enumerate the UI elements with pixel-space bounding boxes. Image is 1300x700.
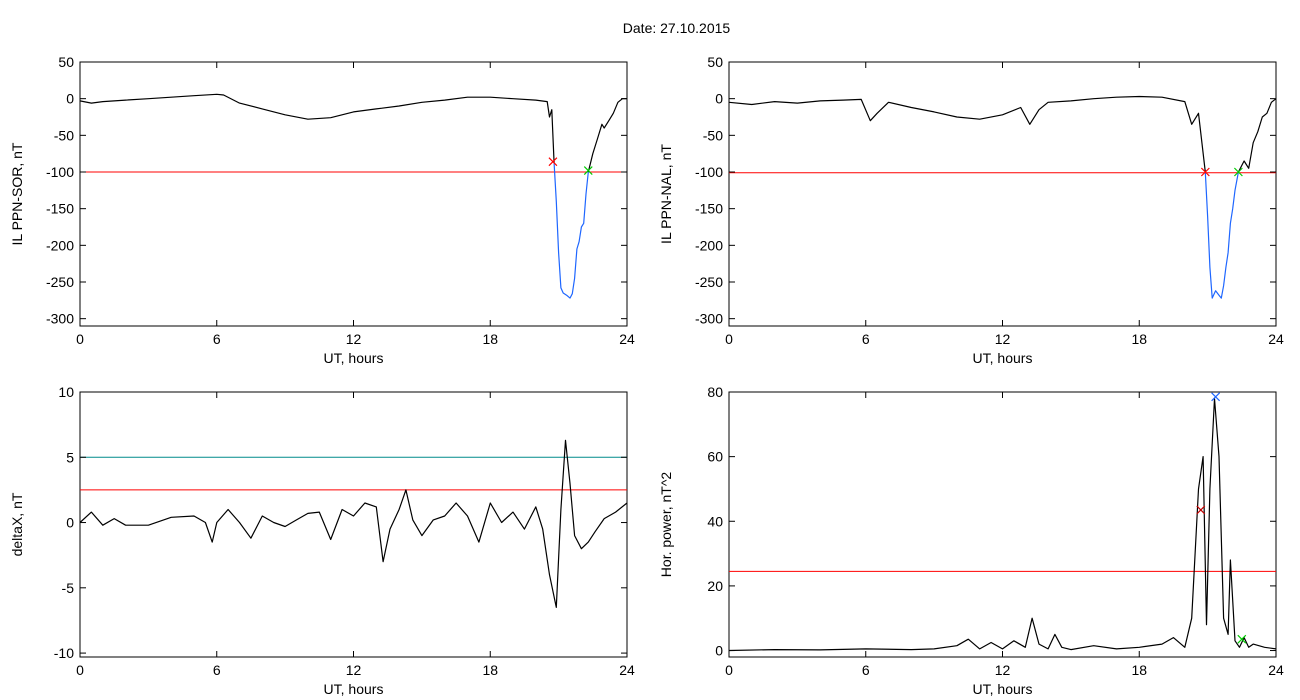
chart-3-x-axis-label: UT, hours — [324, 681, 384, 697]
chart-3-y-tick-label-m5: -5 — [62, 580, 75, 596]
chart-1-y-tick-label-m50: -50 — [54, 127, 74, 143]
chart-1-y-tick-label-m150: -150 — [46, 201, 74, 217]
chart-4-x-tick-label-0: 0 — [725, 662, 733, 678]
chart-2-y-tick-label-m50: -50 — [703, 127, 723, 143]
figure-title: Date: 27.10.2015 — [622, 20, 731, 36]
chart-4-y-tick-label-0: 0 — [715, 643, 723, 659]
chart-2-y-tick-label-0: 0 — [715, 91, 723, 107]
chart-2-x-axis-label: UT, hours — [973, 350, 1033, 366]
chart-3-y-tick-label-m10: -10 — [54, 645, 74, 661]
chart-panel-4: 0 6 12 18 24 80 60 40 20 0 UT, hours Hor. power, nT… — [658, 384, 1284, 697]
chart-4-y-tick-label-60: 60 — [707, 449, 723, 465]
chart-2-x-tick-label-24: 24 — [1268, 331, 1284, 347]
chart-2-marker-1-stroke-b — [1200, 167, 1210, 177]
chart-3-x-tick-label-0: 0 — [76, 662, 84, 678]
chart-1-y-tick-label-m100: -100 — [46, 164, 74, 180]
chart-4-x-axis-label: UT, hours — [973, 681, 1033, 697]
chart-4-marker-1-stroke-b — [1196, 505, 1206, 515]
chart-4-marker-3-stroke-b — [1237, 634, 1247, 644]
chart-1-series-3 — [587, 98, 627, 173]
chart-4-marker-2-stroke-b — [1211, 392, 1221, 402]
chart-panel-2: 0 6 12 18 24 50 0 -50 -100 -150 -200 -250 -300 UT, ho… — [658, 54, 1284, 366]
chart-2-y-tick-label-m300: -300 — [695, 311, 723, 327]
chart-1-marker-1-stroke-b — [548, 157, 558, 167]
chart-2-marker-2-stroke-b — [1233, 167, 1243, 177]
chart-1-marker-1 — [548, 157, 558, 167]
chart-3-x-tick-label-12: 12 — [346, 662, 362, 678]
chart-2-y-tick-label-m200: -200 — [695, 237, 723, 253]
chart-1-y-tick-label-0: 0 — [66, 91, 74, 107]
chart-3-y-tick-label-5: 5 — [66, 449, 74, 465]
chart-4-y-axis-label: Hor. power, nT^2 — [658, 472, 674, 578]
chart-2-y-tick-label-50: 50 — [707, 54, 723, 70]
chart-1-x-tick-label-0: 0 — [76, 331, 84, 347]
chart-2-x-tick-label-18: 18 — [1131, 331, 1147, 347]
chart-2-x-tick-label-0: 0 — [725, 331, 733, 347]
chart-2-y-tick-label-m250: -250 — [695, 274, 723, 290]
chart-4-x-tick-label-18: 18 — [1131, 662, 1147, 678]
chart-1-y-axis-label: IL PPN-SOR, nT — [9, 142, 25, 245]
chart-1-y-tick-label-50: 50 — [58, 54, 74, 70]
chart-1-x-tick-label-6: 6 — [213, 331, 221, 347]
chart-1-x-tick-label-18: 18 — [482, 331, 498, 347]
chart-2-x-tick-label-6: 6 — [862, 331, 870, 347]
chart-panel-1: 0 6 12 18 24 50 0 -50 -100 -150 -200 -250 -300 UT, ho… — [9, 54, 635, 366]
chart-4-x-tick-label-12: 12 — [995, 662, 1011, 678]
chart-3-y-tick-label-0: 0 — [66, 515, 74, 531]
chart-3-x-tick-label-6: 6 — [213, 662, 221, 678]
chart-2-y-axis-label: IL PPN-NAL, nT — [658, 144, 674, 244]
chart-4-series-1 — [728, 397, 1277, 652]
chart-4-x-tick-label-6: 6 — [862, 662, 870, 678]
chart-3-series-1 — [79, 439, 628, 609]
chart-1-marker-2 — [583, 166, 593, 175]
chart-panel-3: 0 6 12 18 24 10 5 0 -5 -10 UT, hours deltaX, nT — [9, 384, 635, 697]
chart-4-y-tick-label-80: 80 — [707, 384, 723, 400]
chart-1-series-2 — [553, 163, 589, 299]
chart-2-series-2 — [1204, 171, 1239, 299]
chart-2-y-tick-label-m150: -150 — [695, 201, 723, 217]
chart-2-x-tick-label-12: 12 — [995, 331, 1011, 347]
chart-4-plot-frame — [728, 391, 1277, 658]
chart-1-x-axis-label: UT, hours — [324, 350, 384, 366]
chart-3-y-tick-label-10: 10 — [58, 384, 74, 400]
chart-2-marker-1 — [1200, 167, 1210, 177]
chart-4-x-tick-label-24: 24 — [1268, 662, 1284, 678]
chart-3-plot-frame — [79, 391, 628, 658]
chart-2-marker-2 — [1233, 167, 1243, 177]
chart-3-x-tick-label-18: 18 — [482, 662, 498, 678]
chart-4-marker-3 — [1237, 634, 1247, 644]
chart-2-y-tick-label-m100: -100 — [695, 164, 723, 180]
chart-4-y-tick-label-40: 40 — [707, 513, 723, 529]
chart-2-series-3 — [1237, 98, 1277, 173]
chart-2-series-1 — [728, 95, 1206, 173]
chart-1-series-1 — [79, 93, 555, 164]
chart-4-marker-1 — [1196, 505, 1206, 515]
chart-1-y-tick-label-m300: -300 — [46, 311, 74, 327]
chart-3-y-axis-label: deltaX, nT — [9, 492, 25, 556]
chart-3-x-tick-label-24: 24 — [619, 662, 635, 678]
chart-1-marker-2-stroke-b — [583, 166, 593, 175]
chart-1-x-tick-label-24: 24 — [619, 331, 635, 347]
chart-1-y-tick-label-m250: -250 — [46, 274, 74, 290]
chart-4-y-tick-label-20: 20 — [707, 578, 723, 594]
chart-1-x-tick-label-12: 12 — [346, 331, 362, 347]
chart-4-marker-2 — [1211, 392, 1221, 402]
chart-1-y-tick-label-m200: -200 — [46, 237, 74, 253]
